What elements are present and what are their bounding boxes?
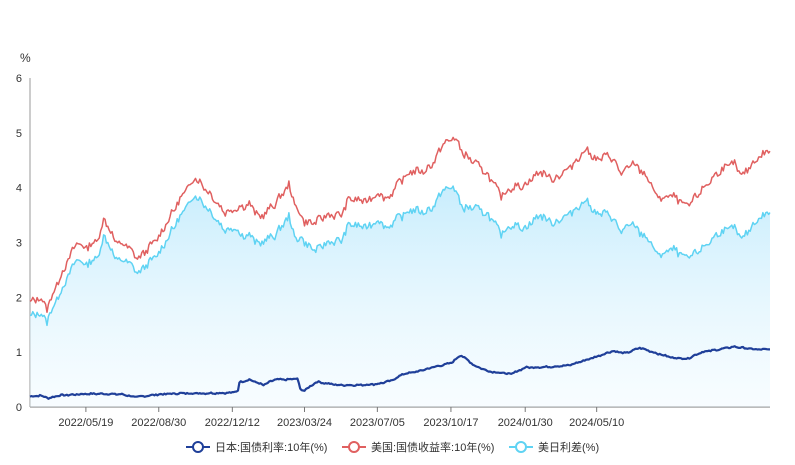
x-tick-label: 2022/05/19 bbox=[58, 417, 113, 429]
series-line-us-jp-spread bbox=[29, 185, 771, 327]
series-line-jp-10y bbox=[29, 345, 770, 400]
legend-swatch-marker bbox=[348, 441, 360, 453]
x-tick-label: 2022/12/12 bbox=[205, 417, 260, 429]
legend-label: 日本:国债利率:10年(%) bbox=[215, 440, 327, 454]
x-tick-label: 2024/01/30 bbox=[498, 417, 553, 429]
y-tick-label: 3 bbox=[16, 238, 22, 250]
x-tick-label: 2022/08/30 bbox=[131, 417, 186, 429]
y-unit-label: % bbox=[20, 51, 31, 65]
spread-area-fill bbox=[30, 186, 770, 407]
y-tick-label: 4 bbox=[16, 183, 22, 195]
y-axis: 0 1 2 3 4 5 6 bbox=[16, 73, 31, 414]
y-tick-label: 2 bbox=[16, 292, 22, 304]
legend-item[interactable]: 美国:国债收益率:10年(%) bbox=[342, 440, 494, 454]
x-tick-label: 2023/03/24 bbox=[277, 417, 332, 429]
legend: 日本:国债利率:10年(%) 美国:国债收益率:10年(%) 美日利差(%) bbox=[186, 440, 599, 454]
legend-swatch-marker bbox=[515, 441, 527, 453]
legend-label: 美国:国债收益率:10年(%) bbox=[371, 440, 494, 454]
y-tick-label: 6 bbox=[16, 73, 22, 85]
legend-item[interactable]: 美日利差(%) bbox=[509, 440, 599, 454]
y-tick-label: 5 bbox=[16, 128, 22, 140]
series-line-us-10y bbox=[29, 136, 771, 313]
legend-item[interactable]: 日本:国债利率:10年(%) bbox=[186, 440, 327, 454]
x-tick-label: 2024/05/10 bbox=[569, 417, 624, 429]
x-tick-label: 2023/10/17 bbox=[423, 417, 478, 429]
legend-label: 美日利差(%) bbox=[538, 440, 599, 454]
x-axis: 2022/05/19 2022/08/30 2022/12/12 2023/03/24… bbox=[30, 406, 770, 429]
legend-swatch-marker bbox=[192, 441, 204, 453]
x-tick-label: 2023/07/05 bbox=[350, 417, 405, 429]
y-tick-label: 1 bbox=[16, 347, 22, 359]
y-tick-label: 0 bbox=[16, 402, 22, 414]
plot-area bbox=[29, 136, 771, 407]
